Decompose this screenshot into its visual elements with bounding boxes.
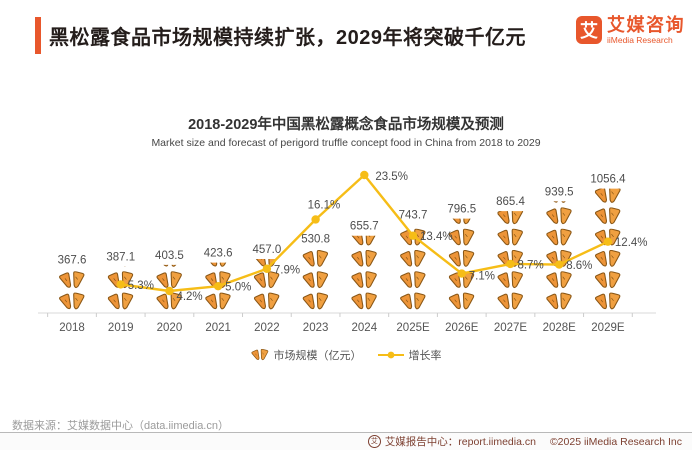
svg-text:7.9%: 7.9% <box>274 264 300 276</box>
svg-text:367.6: 367.6 <box>58 255 87 267</box>
svg-text:865.4: 865.4 <box>496 196 525 208</box>
truffle-icon <box>251 349 269 362</box>
footer-report: 艾 艾媒报告中心：report.iimedia.cn <box>367 434 536 449</box>
svg-text:2027E: 2027E <box>494 322 528 334</box>
svg-text:403.5: 403.5 <box>155 250 184 262</box>
svg-text:2028E: 2028E <box>543 322 577 334</box>
svg-text:457.0: 457.0 <box>252 244 281 256</box>
svg-text:7.1%: 7.1% <box>469 271 495 283</box>
legend-label-growth: 增长率 <box>408 350 442 362</box>
logo-glyph: 艾 <box>580 21 598 41</box>
svg-text:2026E: 2026E <box>445 322 479 334</box>
svg-text:8.7%: 8.7% <box>517 259 543 271</box>
svg-text:2029E: 2029E <box>591 322 625 334</box>
footer-bar: 艾 艾媒报告中心：report.iimedia.cn ©2025 iiMedia… <box>0 432 692 450</box>
svg-text:796.5: 796.5 <box>447 204 476 216</box>
chart-title: 2018-2029年中国黑松露概念食品市场规模及预测 <box>188 117 504 133</box>
chart-subtitle: Market size and forecast of perigord tru… <box>151 137 541 149</box>
line-dot-icon <box>377 351 404 359</box>
svg-text:12.4%: 12.4% <box>615 237 648 249</box>
svg-text:2018: 2018 <box>59 322 85 334</box>
svg-text:530.8: 530.8 <box>301 233 330 245</box>
svg-text:939.5: 939.5 <box>545 186 574 198</box>
title-accent-bar <box>35 17 41 54</box>
legend-item-market: 市场规模（亿元） <box>251 347 362 363</box>
svg-text:23.5%: 23.5% <box>375 171 408 183</box>
svg-text:2022: 2022 <box>254 322 280 334</box>
svg-text:5.0%: 5.0% <box>225 282 251 294</box>
svg-text:2019: 2019 <box>108 322 134 334</box>
logo-name-en: iiMedia Research <box>607 35 673 45</box>
legend-label-market: 市场规模（亿元） <box>273 350 362 362</box>
svg-text:5.3%: 5.3% <box>128 280 154 292</box>
data-source: 数据来源：艾媒数据中心（data.iimedia.cn） <box>12 420 229 432</box>
svg-text:2023: 2023 <box>303 322 329 334</box>
svg-text:2024: 2024 <box>352 322 378 334</box>
iimedia-logo-icon: 艾 <box>576 16 602 44</box>
footer-copyright: ©2025 iiMedia Research Inc <box>549 435 682 448</box>
svg-text:16.1%: 16.1% <box>308 199 341 211</box>
footer-report-text: 艾媒报告中心：report.iimedia.cn <box>384 436 536 448</box>
logo-text: 艾媒咨询 iiMedia Research <box>607 15 685 46</box>
iimedia-logo: 艾 艾媒咨询 iiMedia Research <box>576 16 685 45</box>
svg-text:13.4%: 13.4% <box>420 231 453 243</box>
iimedia-badge-icon: 艾 <box>367 435 381 448</box>
svg-text:743.7: 743.7 <box>399 209 428 221</box>
svg-text:4.2%: 4.2% <box>176 291 202 303</box>
svg-text:1056.4: 1056.4 <box>590 174 626 186</box>
svg-text:8.6%: 8.6% <box>566 260 592 272</box>
svg-text:423.6: 423.6 <box>204 248 233 260</box>
svg-text:2021: 2021 <box>205 322 231 334</box>
svg-text:655.7: 655.7 <box>350 221 379 233</box>
page-title: 黑松露食品市场规模持续扩张，2029年将突破千亿元 <box>49 27 526 49</box>
svg-text:2020: 2020 <box>157 322 183 334</box>
logo-name-cn: 艾媒咨询 <box>607 15 685 35</box>
svg-text:2025E: 2025E <box>396 322 430 334</box>
chart-legend: 市场规模（亿元） 增长率 <box>0 347 692 363</box>
legend-item-growth: 增长率 <box>377 347 442 363</box>
svg-text:387.1: 387.1 <box>106 252 135 264</box>
